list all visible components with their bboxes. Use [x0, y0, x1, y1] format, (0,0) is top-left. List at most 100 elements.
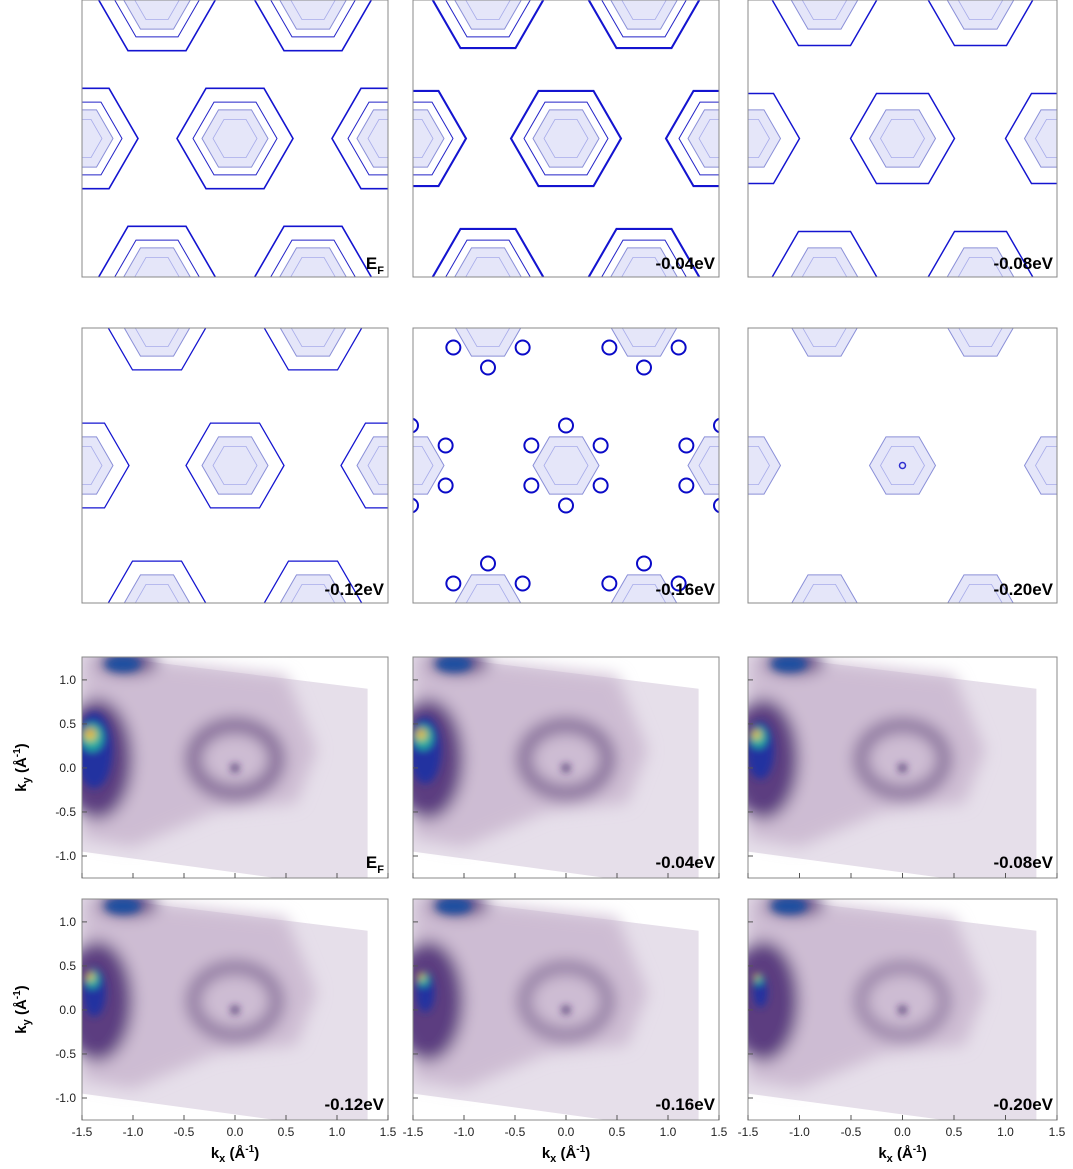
- x-tick-label: 0.0: [558, 1125, 575, 1139]
- fs-inner: [870, 110, 936, 167]
- fs-panel: -0.04eV: [356, 0, 776, 324]
- energy-label-sub: F: [377, 265, 384, 277]
- hot-top: [771, 656, 807, 672]
- energy-label-text: -0.08eV: [993, 254, 1053, 273]
- y-tick-label: -0.5: [55, 1047, 76, 1061]
- hot-top: [771, 898, 807, 914]
- energy-label-text: -0.16eV: [655, 580, 715, 599]
- energy-label: EF: [366, 853, 384, 876]
- fs-inner: [948, 0, 1014, 29]
- energy-label-text: E: [366, 853, 377, 872]
- fs-pocket: [439, 479, 453, 493]
- x-tick-label: -1.0: [789, 1125, 810, 1139]
- arpes-panel: -0.08eV: [728, 650, 1057, 878]
- fs-pocket: [516, 341, 530, 355]
- energy-label: -0.20eV: [993, 1095, 1053, 1114]
- y-tick-label: -1.0: [55, 1091, 76, 1105]
- figure: EF-0.04eV-0.08eV-0.12eV-0.16eV-0.20eV1.0…: [0, 0, 1073, 1169]
- label-close: ): [922, 1145, 927, 1162]
- hot-red: [88, 973, 92, 977]
- hot-top: [436, 898, 472, 914]
- hot-red: [755, 974, 757, 976]
- fs-pocket: [637, 637, 651, 651]
- fs-pocket: [481, 637, 495, 651]
- y-tick-label: 0.5: [59, 717, 76, 731]
- fs-pocket: [672, 617, 686, 631]
- x-tick-label: 0.5: [278, 1125, 295, 1139]
- energy-label-text: -0.08eV: [993, 853, 1053, 872]
- fs-inner: [202, 110, 268, 167]
- arpes-content: [728, 892, 1036, 1120]
- fs-content: [22, 0, 448, 327]
- arpes-content: [728, 650, 1036, 878]
- x-tick-label: -0.5: [174, 1125, 195, 1139]
- energy-label: -0.20eV: [993, 580, 1053, 599]
- y-tick-label: 0.5: [59, 959, 76, 973]
- hot-red: [420, 973, 423, 976]
- fs-panel: -0.12eV: [31, 285, 439, 646]
- fs-pocket: [602, 301, 616, 315]
- fs-inner: [1025, 437, 1073, 494]
- fs-inner: [47, 110, 113, 167]
- fs-pocket: [404, 499, 418, 513]
- fs-pocket: [559, 419, 573, 433]
- energy-label-text: -0.12eV: [324, 580, 384, 599]
- fs-pocket: [559, 499, 573, 513]
- fs-pocket: [594, 479, 608, 493]
- fs-inner: [533, 437, 599, 494]
- label-close: ): [254, 1145, 259, 1162]
- x-tick-label: -1.0: [454, 1125, 475, 1139]
- fs-pocket: [446, 617, 460, 631]
- y-tick-label: 0.0: [59, 761, 76, 775]
- x-tick-label: 0.5: [946, 1125, 963, 1139]
- x-tick-label: -1.5: [72, 1125, 93, 1139]
- arpes-panel: -0.04eV: [393, 650, 719, 878]
- y-tick-label: -1.0: [55, 849, 76, 863]
- x-tick-label: -0.5: [841, 1125, 862, 1139]
- energy-label-text: -0.20eV: [993, 580, 1053, 599]
- energy-label: -0.08eV: [993, 853, 1053, 872]
- fs-content: [696, 0, 1073, 322]
- energy-label-sub: F: [377, 864, 384, 876]
- label-close: ): [13, 743, 30, 748]
- center-dot: [562, 1006, 570, 1014]
- fs-pocket: [404, 419, 418, 433]
- fs-inner: [611, 0, 677, 29]
- fs-pocket: [516, 577, 530, 591]
- x-tick-label: 1.5: [711, 1125, 728, 1139]
- fs-inner: [870, 437, 936, 494]
- fs-pocket: [672, 301, 686, 315]
- arpes-panel: 1.00.50.0-0.5-1.0-1.5-1.0-0.50.00.51.01.…: [12, 892, 397, 1165]
- energy-label-text: E: [366, 254, 377, 273]
- x-tick-label: 1.0: [997, 1125, 1014, 1139]
- fs-pocket: [679, 479, 693, 493]
- fs-inner: [533, 110, 599, 167]
- center-dot: [899, 1006, 907, 1014]
- x-axis-label: kx (Å-1): [211, 1144, 259, 1165]
- hot-top: [105, 656, 141, 672]
- x-tick-label: 0.0: [894, 1125, 911, 1139]
- fs-outer: [31, 423, 129, 508]
- label-close: ): [13, 985, 30, 990]
- x-tick-label: 1.5: [380, 1125, 397, 1139]
- x-tick-label: -0.5: [505, 1125, 526, 1139]
- label-unit: (Å: [225, 1145, 245, 1162]
- hot-cyan: [417, 972, 428, 987]
- fs-pocket: [602, 341, 616, 355]
- y-tick-label: 1.0: [59, 673, 76, 687]
- label-unit: (Å: [893, 1145, 913, 1162]
- fs-panel: -0.20eV: [715, 299, 1073, 632]
- fs-inner: [688, 437, 754, 494]
- hot-red: [87, 730, 93, 736]
- arpes-content: [393, 892, 698, 1120]
- center-dot: [562, 764, 570, 772]
- fs-pocket: [481, 557, 495, 571]
- label-close: ): [585, 1145, 590, 1162]
- x-tick-label: -1.5: [403, 1125, 424, 1139]
- fs-pocket: [516, 301, 530, 315]
- fs-pocket: [637, 281, 651, 295]
- arpes-content: [62, 650, 367, 878]
- hot-top: [436, 656, 472, 672]
- center-dot: [231, 1006, 239, 1014]
- y-axis-label: ky (Å-1): [12, 743, 33, 791]
